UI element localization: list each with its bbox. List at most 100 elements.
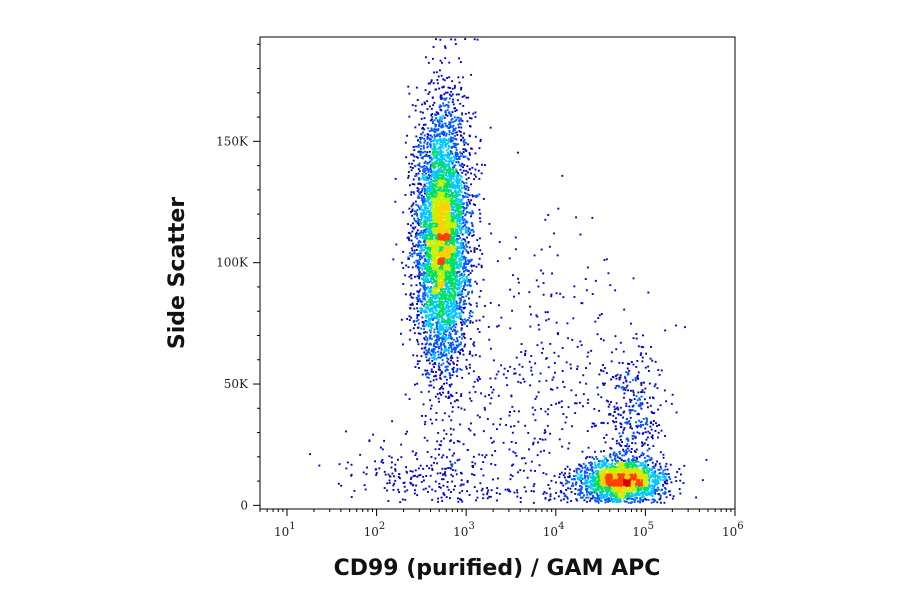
event-point (446, 360, 449, 363)
event-point (412, 202, 415, 205)
event-point (500, 364, 503, 367)
event-point (453, 166, 456, 169)
event-point (555, 292, 558, 295)
event-point (388, 482, 391, 484)
event-point (470, 422, 472, 425)
event-point (430, 79, 433, 82)
event-point (383, 487, 386, 489)
event-point (462, 136, 464, 139)
event-point (505, 376, 508, 379)
event-point (407, 231, 410, 234)
event-point (434, 113, 436, 116)
event-point (444, 395, 447, 398)
event-point (424, 89, 427, 92)
event-point (441, 61, 443, 64)
event-point (439, 141, 442, 144)
event-point (648, 432, 651, 435)
event-point (610, 378, 612, 381)
event-point (428, 173, 430, 176)
event-point (652, 501, 655, 503)
event-point (533, 254, 536, 257)
event-point (423, 164, 426, 167)
event-point (652, 491, 655, 494)
event-point (452, 307, 455, 309)
event-point (408, 115, 411, 118)
event-point (562, 380, 564, 383)
event-point (680, 473, 682, 476)
event-point (545, 379, 548, 382)
event-point (617, 498, 620, 501)
event-point (613, 408, 616, 411)
event-point (589, 481, 591, 483)
event-point (448, 372, 451, 374)
event-point (452, 371, 455, 373)
event-point (411, 296, 414, 299)
event-point (423, 171, 426, 174)
event-point (643, 391, 646, 394)
event-point (451, 101, 454, 103)
event-point (625, 445, 628, 448)
event-point (654, 464, 657, 467)
event-point (459, 131, 462, 133)
event-point (412, 484, 415, 487)
event-point (400, 443, 403, 446)
event-point (410, 277, 413, 280)
event-point (555, 492, 557, 494)
event-point (473, 433, 476, 436)
event-point (581, 492, 584, 494)
event-point (417, 267, 420, 270)
event-point (452, 310, 455, 313)
event-point (417, 220, 420, 223)
event-point (454, 283, 457, 286)
event-point (639, 498, 642, 501)
event-point (416, 475, 419, 478)
event-point (451, 395, 454, 398)
event-point (428, 349, 430, 351)
event-point (566, 501, 569, 504)
event-point (435, 140, 438, 143)
event-point (427, 307, 430, 310)
event-point (456, 234, 458, 237)
event-point (468, 316, 471, 319)
event-point (456, 307, 459, 310)
event-point (472, 466, 474, 469)
event-point (410, 153, 413, 156)
event-point (422, 111, 424, 114)
event-point (492, 359, 495, 362)
event-point (456, 195, 459, 198)
event-point (466, 284, 469, 287)
event-point (637, 493, 640, 495)
event-point (596, 333, 599, 336)
event-point (450, 212, 453, 214)
event-point (480, 172, 483, 175)
event-point (430, 327, 433, 329)
event-point (415, 174, 418, 177)
event-point (434, 301, 436, 303)
event-point (427, 198, 430, 201)
event-point (636, 360, 639, 362)
event-point (444, 467, 447, 470)
event-point (350, 473, 353, 476)
event-point (562, 296, 565, 299)
event-point (448, 146, 451, 149)
event-point (459, 220, 462, 223)
event-point (424, 216, 427, 218)
event-point (482, 461, 485, 463)
event-point (437, 300, 439, 303)
event-point (422, 225, 425, 228)
event-point (441, 290, 443, 293)
event-point (643, 491, 646, 493)
event-point (467, 198, 470, 201)
event-point (445, 348, 448, 351)
event-point (579, 381, 581, 384)
event-point (653, 489, 656, 492)
event-point (454, 326, 457, 329)
event-point (416, 363, 419, 365)
event-point (658, 462, 661, 465)
event-point (661, 488, 663, 491)
event-point (631, 494, 634, 497)
event-point (627, 421, 629, 424)
event-point (458, 440, 461, 443)
event-point (598, 463, 601, 465)
event-point (434, 135, 436, 138)
